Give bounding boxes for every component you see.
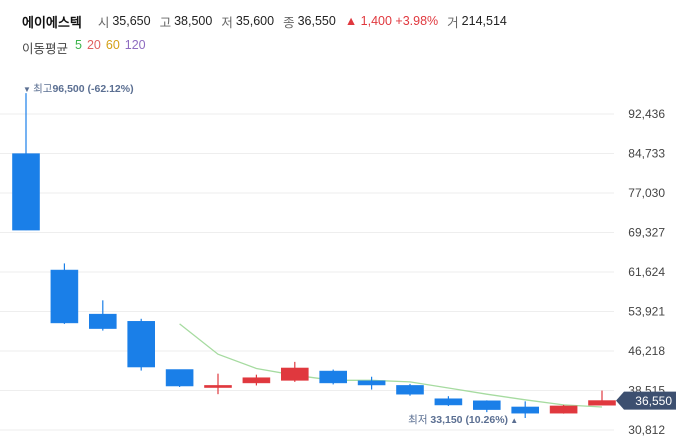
candle: [319, 369, 348, 385]
stock-header: 에이에스텍 시 35,650 고 38,500 저 35,600 종 36,55…: [22, 12, 516, 30]
close-value: 36,550: [297, 14, 336, 28]
candle: [127, 318, 155, 371]
y-tick-label: 53,921: [628, 305, 665, 319]
current-price-tag: 36,550: [616, 391, 676, 410]
candle: [511, 401, 540, 419]
candle-body: [396, 385, 424, 395]
candle: [434, 396, 463, 406]
ma5-line: [179, 323, 603, 408]
candle-body: [434, 398, 463, 406]
candle-body: [511, 406, 540, 414]
candle: [472, 400, 501, 413]
candle-body: [204, 385, 232, 388]
ma-20-label[interactable]: 20: [86, 38, 101, 52]
ma-5-label[interactable]: 5: [75, 38, 82, 52]
ma-legend-title: 이동평균: [22, 42, 69, 56]
candle: [280, 361, 309, 382]
candle-body: [89, 313, 117, 329]
candle-body: [50, 269, 79, 324]
high-value: 38,500: [174, 14, 213, 28]
candle-body: [165, 369, 194, 387]
low-label: 저: [221, 15, 233, 30]
y-tick-label: 61,624: [628, 265, 665, 279]
candle-body: [588, 400, 616, 406]
candle-body: [549, 405, 578, 414]
candle-body: [280, 367, 309, 381]
candle: [165, 369, 194, 387]
ma-60-label[interactable]: 60: [105, 38, 120, 52]
y-tick-label: 30,812: [628, 423, 665, 437]
extreme-labels: ▼ 최고96,500 (-62.12%) 최저 33,150 (10.26%) ▲: [23, 83, 518, 426]
change-value: ▲ 1,400 +3.98%: [344, 14, 439, 28]
y-tick-label: 92,436: [628, 107, 665, 121]
candle: [89, 300, 117, 331]
candle: [588, 390, 616, 406]
volume-label: 거: [447, 15, 459, 30]
candle: [396, 383, 424, 396]
candle: [549, 404, 578, 414]
y-tick-label: 46,218: [628, 344, 665, 358]
candle: [50, 263, 79, 324]
current-price-text: 36,550: [635, 394, 672, 408]
ma-120-label[interactable]: 120: [124, 38, 146, 52]
candle-body: [319, 370, 348, 384]
candles: [12, 93, 616, 419]
candle-body: [242, 377, 271, 384]
candle: [357, 376, 386, 390]
current-price-tag-shape: [616, 391, 676, 410]
candle-body: [12, 153, 40, 231]
candle-body: [472, 400, 501, 410]
grid-lines: [0, 113, 614, 431]
low-value: 35,600: [235, 14, 275, 28]
max-price-label: ▼ 최고96,500 (-62.12%): [23, 83, 134, 95]
volume-value: 214,514: [461, 14, 507, 28]
open-label: 시: [97, 15, 110, 30]
y-axis-ticks: 92,436 84,733 77,030 69,327 61,624 53,921 46,2…: [628, 107, 665, 437]
y-tick-label: 84,733: [628, 147, 665, 161]
candle-body: [357, 380, 386, 386]
candle: [204, 373, 232, 395]
min-price-label: 최저 33,150 (10.26%) ▲: [408, 414, 518, 426]
close-label: 종: [283, 15, 295, 30]
candle-body: [127, 321, 155, 368]
y-tick-label: 77,030: [628, 186, 665, 200]
high-label: 고: [159, 15, 172, 30]
candle: [12, 93, 40, 231]
open-value: 35,650: [112, 14, 151, 28]
stock-name: 에이에스텍: [22, 14, 82, 30]
y-tick-label: 69,327: [628, 226, 665, 240]
candle: [242, 374, 271, 386]
moving-average-legend: 이동평균 5 20 60 120: [22, 38, 146, 57]
